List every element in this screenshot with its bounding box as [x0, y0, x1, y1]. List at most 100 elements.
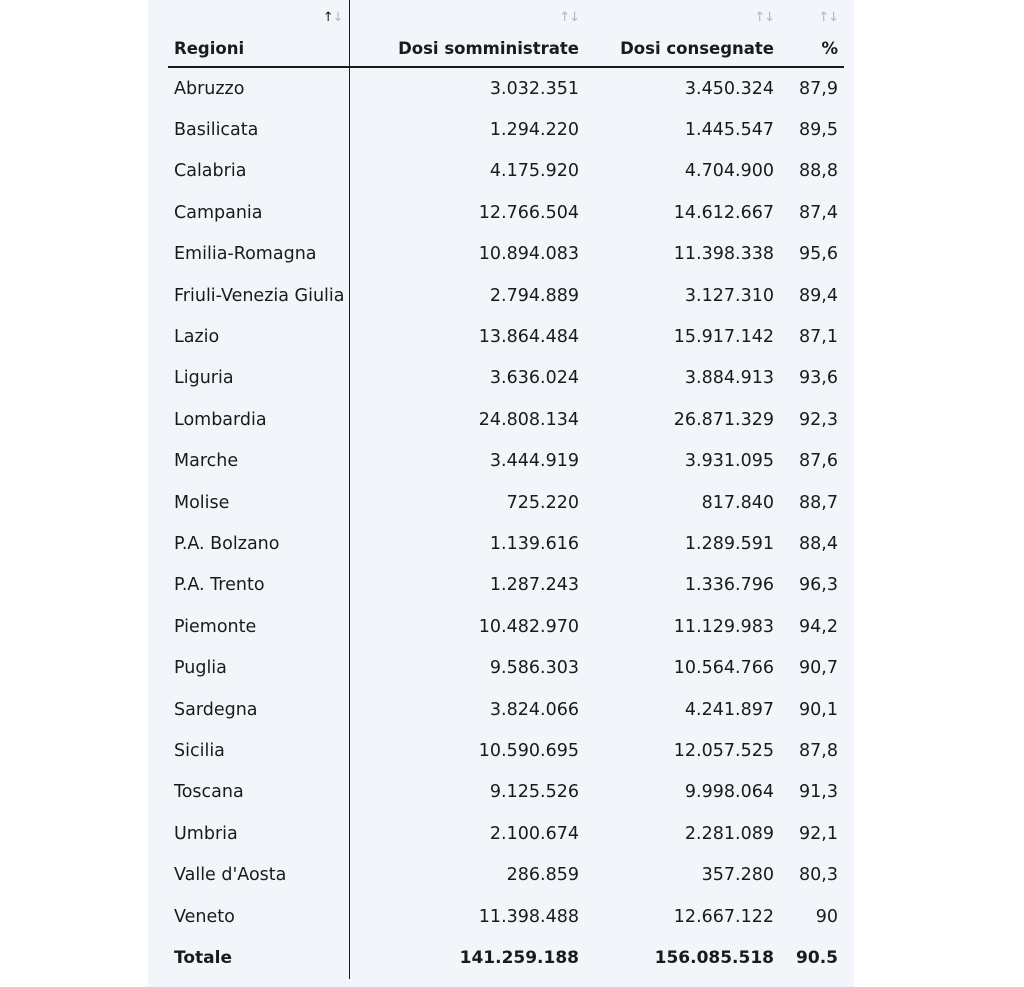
sort-up-down-icon[interactable]: ↑↓: [818, 10, 839, 25]
cell-region: Toscana: [168, 771, 350, 814]
cell-region: Marche: [168, 440, 350, 482]
sort-up-down-icon[interactable]: ↑↓: [559, 10, 580, 25]
table-row: Sicilia 10.590.695 12.057.525 87,8: [168, 730, 844, 772]
table-row: Valle d'Aosta 286.859 357.280 80,3: [168, 854, 844, 896]
cell-region: Abruzzo: [168, 67, 350, 110]
cell-administered: 9.125.526: [489, 782, 579, 803]
column-header-percent[interactable]: ↑↓ %: [780, 0, 844, 68]
cell-delivered: 12.667.122: [673, 906, 774, 927]
cell-percent: 90,1: [799, 699, 838, 720]
cell-administered: 12.766.504: [478, 202, 579, 223]
cell-delivered: 11.129.983: [673, 616, 774, 637]
cell-administered: 4.175.920: [489, 161, 579, 182]
column-header-label: %: [821, 39, 838, 58]
cell-percent: 80,3: [799, 865, 838, 886]
cell-delivered: 12.057.525: [673, 740, 774, 761]
sort-down-glyph: ↓: [764, 10, 775, 25]
cell-administered: 10.894.083: [478, 244, 579, 265]
cell-percent: 87,9: [799, 78, 838, 99]
cell-delivered: 10.564.766: [673, 658, 774, 679]
cell-delivered: 156.085.518: [654, 948, 774, 969]
cell-region: Puglia: [168, 647, 350, 689]
sort-up-down-icon[interactable]: ↑↓: [322, 10, 344, 25]
column-header-label: Dosi consegnate: [620, 39, 774, 58]
cell-region: Totale: [168, 937, 350, 980]
table-row: P.A. Bolzano 1.139.616 1.289.591 88,4: [168, 523, 844, 565]
table-row: Puglia 9.586.303 10.564.766 90,7: [168, 647, 844, 689]
cell-delivered: 11.398.338: [673, 244, 774, 265]
cell-region: Liguria: [168, 357, 350, 400]
cell-delivered: 1.289.591: [684, 533, 774, 554]
table-row: Umbria 2.100.674 2.281.089 92,1: [168, 813, 844, 855]
sort-up-down-icon[interactable]: ↑↓: [754, 10, 775, 25]
cell-percent: 90: [815, 906, 838, 927]
cell-percent: 88,8: [799, 161, 838, 182]
cell-administered: 286.859: [506, 865, 579, 886]
sort-up-glyph: ↑: [559, 10, 570, 25]
cell-region: Friuli-Venezia Giulia: [168, 274, 350, 317]
vaccine-doses-table-panel: ↑↓ Regioni ↑↓ Dosi somministrate ↑↓ Dosi…: [148, 0, 854, 987]
vaccine-doses-table: ↑↓ Regioni ↑↓ Dosi somministrate ↑↓ Dosi…: [168, 0, 844, 980]
column-header-label: Regioni: [174, 39, 245, 58]
cell-delivered: 1.445.547: [684, 120, 774, 141]
table-row: Lombardia 24.808.134 26.871.329 92,3: [168, 399, 844, 441]
cell-administered: 11.398.488: [478, 906, 579, 927]
cell-region: Valle d'Aosta: [168, 854, 350, 896]
cell-administered: 10.590.695: [478, 740, 579, 761]
cell-administered: 2.794.889: [489, 285, 579, 306]
cell-delivered: 26.871.329: [673, 409, 774, 430]
column-header-delivered[interactable]: ↑↓ Dosi consegnate: [585, 0, 780, 68]
cell-delivered: 3.931.095: [684, 451, 774, 472]
sort-up-glyph: ↑: [754, 10, 765, 25]
sort-up-glyph: ↑: [322, 10, 334, 25]
cell-percent: 93,6: [799, 368, 838, 389]
cell-percent: 87,4: [799, 202, 838, 223]
table-row: Lazio 13.864.484 15.917.142 87,1: [168, 316, 844, 358]
header-row: ↑↓ Regioni ↑↓ Dosi somministrate ↑↓ Dosi…: [168, 0, 844, 68]
cell-administered: 3.444.919: [489, 451, 579, 472]
cell-percent: 96,3: [799, 575, 838, 596]
cell-percent: 91,3: [799, 782, 838, 803]
table-total-row: Totale 141.259.188 156.085.518 90.5: [168, 937, 844, 980]
cell-region: Sicilia: [168, 730, 350, 772]
cell-region: Umbria: [168, 813, 350, 855]
table-row: Calabria 4.175.920 4.704.900 88,8: [168, 150, 844, 193]
cell-administered: 1.139.616: [489, 533, 579, 554]
cell-percent: 94,2: [799, 616, 838, 637]
cell-region: Molise: [168, 481, 350, 524]
cell-administered: 24.808.134: [478, 409, 579, 430]
cell-percent: 87,1: [799, 327, 838, 348]
cell-region: Lazio: [168, 316, 350, 358]
column-header-region[interactable]: ↑↓ Regioni: [168, 0, 350, 68]
cell-percent: 87,8: [799, 740, 838, 761]
cell-region: Basilicata: [168, 109, 350, 151]
cell-region: P.A. Bolzano: [168, 523, 350, 565]
cell-administered: 13.864.484: [478, 327, 579, 348]
table-row: Molise 725.220 817.840 88,7: [168, 481, 844, 524]
table-row: Friuli-Venezia Giulia 2.794.889 3.127.310 8…: [168, 274, 844, 317]
table-row: Abruzzo 3.032.351 3.450.324 87,9: [168, 67, 844, 110]
cell-percent: 95,6: [799, 244, 838, 265]
table-body: Abruzzo 3.032.351 3.450.324 87,9 Basilicata 1…: [168, 67, 844, 980]
cell-delivered: 4.241.897: [684, 699, 774, 720]
cell-region: P.A. Trento: [168, 564, 350, 607]
cell-delivered: 3.127.310: [684, 285, 774, 306]
column-header-administered[interactable]: ↑↓ Dosi somministrate: [349, 0, 585, 68]
cell-delivered: 15.917.142: [673, 327, 774, 348]
table-row: Piemonte 10.482.970 11.129.983 94,2: [168, 606, 844, 648]
cell-percent: 92,1: [799, 823, 838, 844]
table-row: Sardegna 3.824.066 4.241.897 90,1: [168, 688, 844, 731]
cell-region: Piemonte: [168, 606, 350, 648]
cell-administered: 3.636.024: [489, 368, 579, 389]
sort-down-glyph: ↓: [332, 10, 344, 25]
cell-administered: 2.100.674: [489, 823, 579, 844]
cell-administered: 1.287.243: [489, 575, 579, 596]
cell-percent: 92,3: [799, 409, 838, 430]
cell-percent: 89,4: [799, 285, 838, 306]
cell-percent: 90,7: [799, 658, 838, 679]
cell-delivered: 9.998.064: [684, 782, 774, 803]
cell-percent: 87,6: [799, 451, 838, 472]
cell-administered: 141.259.188: [459, 948, 579, 969]
cell-delivered: 3.450.324: [684, 78, 774, 99]
cell-region: Emilia-Romagna: [168, 233, 350, 275]
